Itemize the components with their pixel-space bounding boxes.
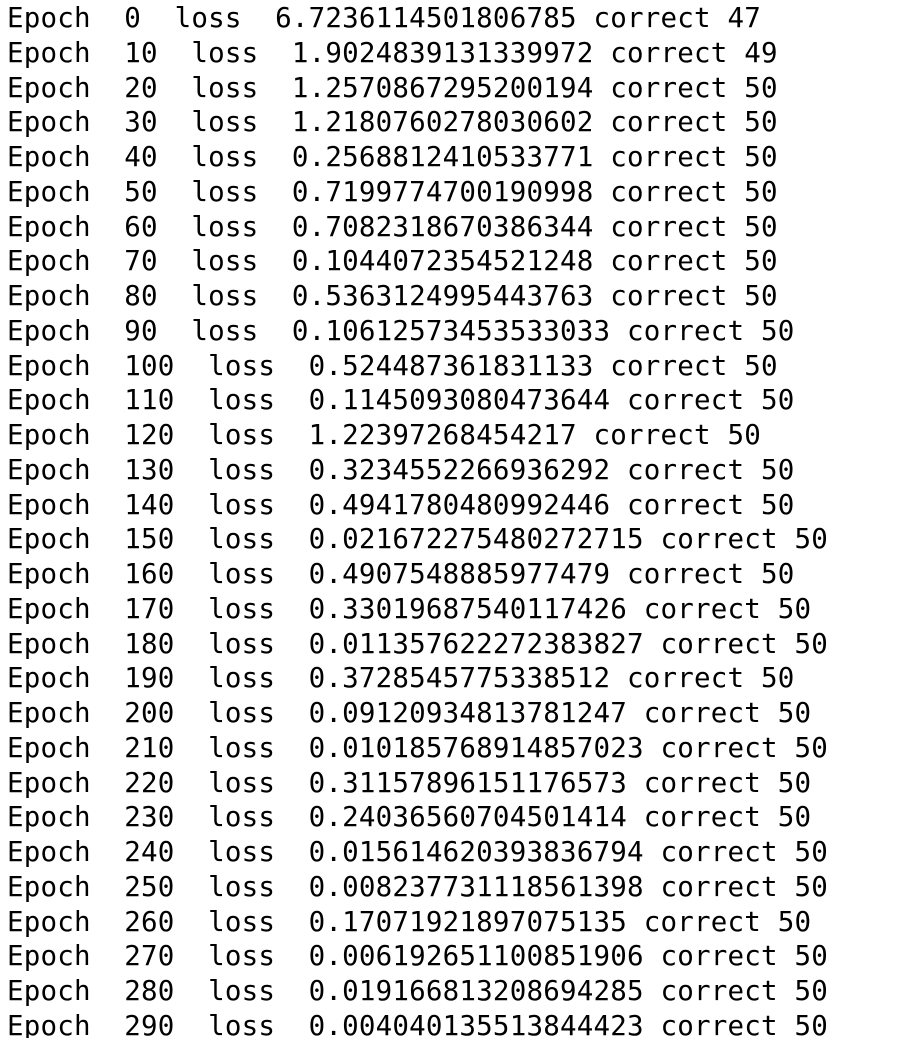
log-line: Epoch 280 loss 0.019166813208694285 corr… bbox=[7, 975, 829, 1007]
log-line: Epoch 120 loss 1.22397268454217 correct … bbox=[7, 419, 762, 451]
log-line: Epoch 100 loss 0.524487361831133 correct… bbox=[7, 349, 778, 382]
log-line: Epoch 190 loss 0.3728545775338512 correc… bbox=[7, 662, 795, 695]
log-line: Epoch 80 loss 0.5363124995443763 correct… bbox=[7, 280, 778, 312]
log-line: Epoch 270 loss 0.006192651100851906 corr… bbox=[7, 940, 829, 973]
log-line: Epoch 210 loss 0.010185768914857023 corr… bbox=[7, 731, 829, 764]
log-line: Epoch 70 loss 0.1044072354521248 correct… bbox=[7, 245, 778, 278]
log-line: Epoch 150 loss 0.021672275480272715 corr… bbox=[7, 523, 829, 556]
log-line: Epoch 130 loss 0.3234552266936292 correc… bbox=[7, 453, 795, 486]
log-line: Epoch 40 loss 0.2568812410533771 correct… bbox=[7, 141, 778, 173]
log-line: Epoch 160 loss 0.4907548885977479 correc… bbox=[7, 558, 795, 590]
log-line: Epoch 170 loss 0.33019687540117426 corre… bbox=[7, 592, 812, 625]
log-line: Epoch 30 loss 1.2180760278030602 correct… bbox=[7, 106, 778, 139]
log-line: Epoch 200 loss 0.09120934813781247 corre… bbox=[7, 697, 812, 729]
log-line: Epoch 20 loss 1.2570867295200194 correct… bbox=[7, 71, 778, 104]
log-line: Epoch 10 loss 1.9024839131339972 correct… bbox=[7, 36, 778, 69]
log-line: Epoch 110 loss 0.1145093080473644 correc… bbox=[7, 384, 795, 417]
log-line: Epoch 90 loss 0.10612573453533033 correc… bbox=[7, 314, 795, 347]
log-line: Epoch 220 loss 0.31157896151176573 corre… bbox=[7, 766, 812, 799]
log-line: Epoch 250 loss 0.008237731118561398 corr… bbox=[7, 870, 829, 903]
log-line: Epoch 230 loss 0.24036560704501414 corre… bbox=[7, 801, 812, 834]
log-line: Epoch 50 loss 0.7199774700190998 correct… bbox=[7, 175, 778, 208]
log-line: Epoch 240 loss 0.015614620393836794 corr… bbox=[7, 836, 829, 868]
training-log: Epoch 0 loss 6.7236114501806785 correct … bbox=[7, 1, 828, 1038]
log-line: Epoch 290 loss 0.004040135513844423 corr… bbox=[7, 1009, 829, 1038]
log-line: Epoch 60 loss 0.7082318670386344 correct… bbox=[7, 210, 778, 243]
log-line: Epoch 260 loss 0.17071921897075135 corre… bbox=[7, 905, 812, 938]
log-line: Epoch 0 loss 6.7236114501806785 correct … bbox=[7, 2, 762, 34]
log-line: Epoch 140 loss 0.4941780480992446 correc… bbox=[7, 488, 795, 521]
log-line: Epoch 180 loss 0.011357622272383827 corr… bbox=[7, 627, 829, 660]
